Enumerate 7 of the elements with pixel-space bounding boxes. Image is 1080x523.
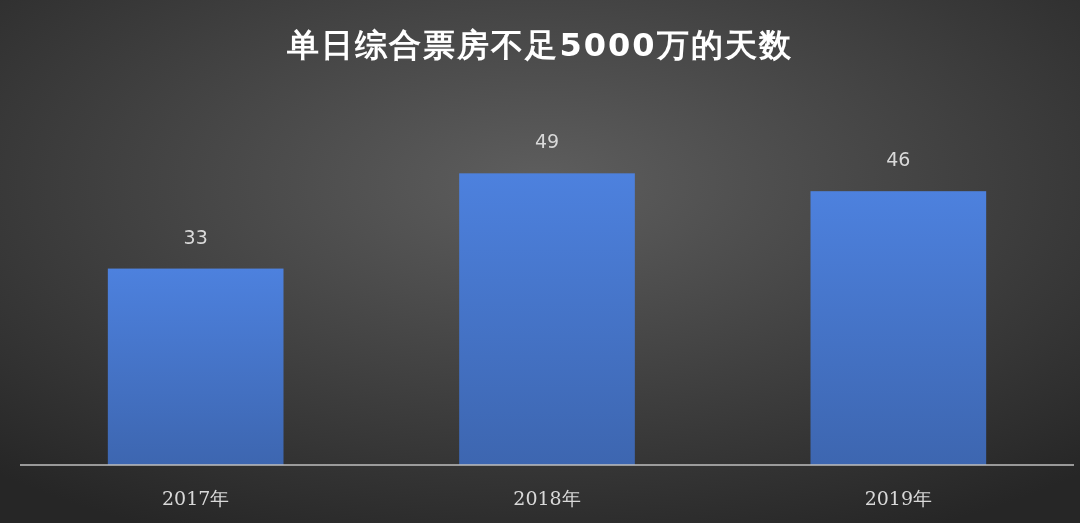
x-tick-label: 2018年	[513, 487, 581, 509]
x-tick-label: 2019年	[864, 487, 933, 509]
chart-title: 单日综合票房不足5000万的天数	[286, 26, 793, 64]
x-tick-label: 2017年	[161, 487, 230, 509]
data-label: 46	[886, 148, 911, 171]
data-label: 33	[183, 225, 208, 248]
data-label: 49	[534, 130, 560, 153]
